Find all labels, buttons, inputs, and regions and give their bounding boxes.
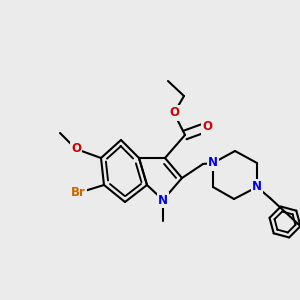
Text: O: O — [202, 121, 212, 134]
Text: O: O — [71, 142, 81, 155]
Text: N: N — [252, 181, 262, 194]
Text: N: N — [208, 157, 218, 169]
Text: N: N — [158, 194, 168, 206]
Text: O: O — [169, 106, 179, 119]
Text: Br: Br — [70, 187, 86, 200]
